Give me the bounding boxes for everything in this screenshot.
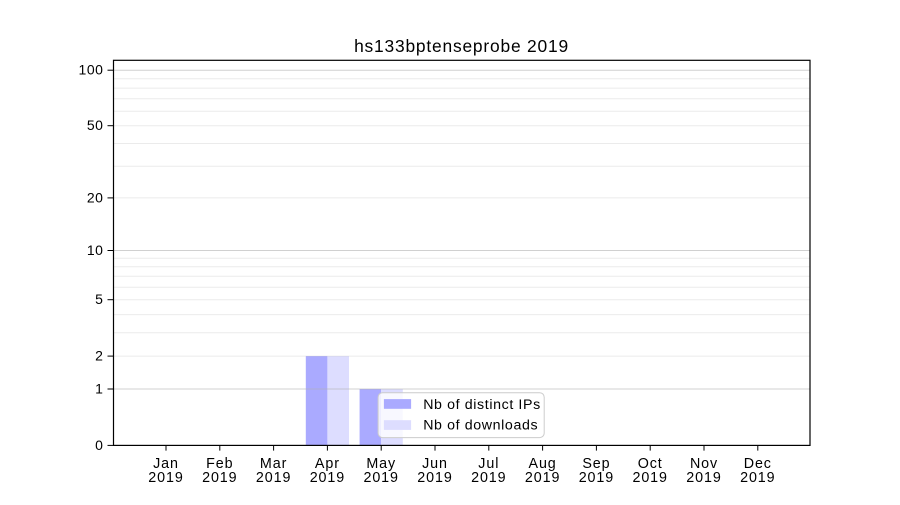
svg-text:Jan: Jan xyxy=(153,456,179,472)
svg-text:Apr: Apr xyxy=(315,456,340,472)
svg-text:5: 5 xyxy=(95,291,103,307)
svg-text:hs133bptenseprobe 2019: hs133bptenseprobe 2019 xyxy=(354,36,569,56)
svg-text:1: 1 xyxy=(95,381,103,397)
svg-text:2019: 2019 xyxy=(202,470,237,486)
svg-text:Aug: Aug xyxy=(529,456,557,472)
svg-text:Feb: Feb xyxy=(206,456,233,472)
svg-text:2019: 2019 xyxy=(256,470,291,486)
svg-text:Oct: Oct xyxy=(638,456,663,472)
svg-text:2019: 2019 xyxy=(686,470,721,486)
svg-text:2019: 2019 xyxy=(525,470,560,486)
svg-text:Nov: Nov xyxy=(690,456,718,472)
svg-text:Dec: Dec xyxy=(744,456,772,472)
svg-text:2019: 2019 xyxy=(363,470,398,486)
svg-text:10: 10 xyxy=(87,242,104,258)
svg-text:2019: 2019 xyxy=(148,470,183,486)
svg-text:2019: 2019 xyxy=(740,470,775,486)
svg-text:Nb of downloads: Nb of downloads xyxy=(423,417,538,433)
svg-text:Jun: Jun xyxy=(422,456,448,472)
svg-text:Mar: Mar xyxy=(260,456,287,472)
svg-text:Sep: Sep xyxy=(582,456,610,472)
svg-text:2019: 2019 xyxy=(632,470,667,486)
svg-text:2019: 2019 xyxy=(579,470,614,486)
svg-text:2019: 2019 xyxy=(471,470,506,486)
svg-text:20: 20 xyxy=(87,189,104,205)
svg-text:May: May xyxy=(366,456,396,472)
svg-text:Nb of distinct IPs: Nb of distinct IPs xyxy=(423,397,541,413)
svg-text:2019: 2019 xyxy=(417,470,452,486)
svg-text:2: 2 xyxy=(95,348,103,364)
svg-text:2019: 2019 xyxy=(310,470,345,486)
svg-text:0: 0 xyxy=(95,437,103,453)
svg-text:100: 100 xyxy=(79,62,104,78)
svg-text:Jul: Jul xyxy=(478,456,499,472)
svg-text:50: 50 xyxy=(87,117,104,133)
